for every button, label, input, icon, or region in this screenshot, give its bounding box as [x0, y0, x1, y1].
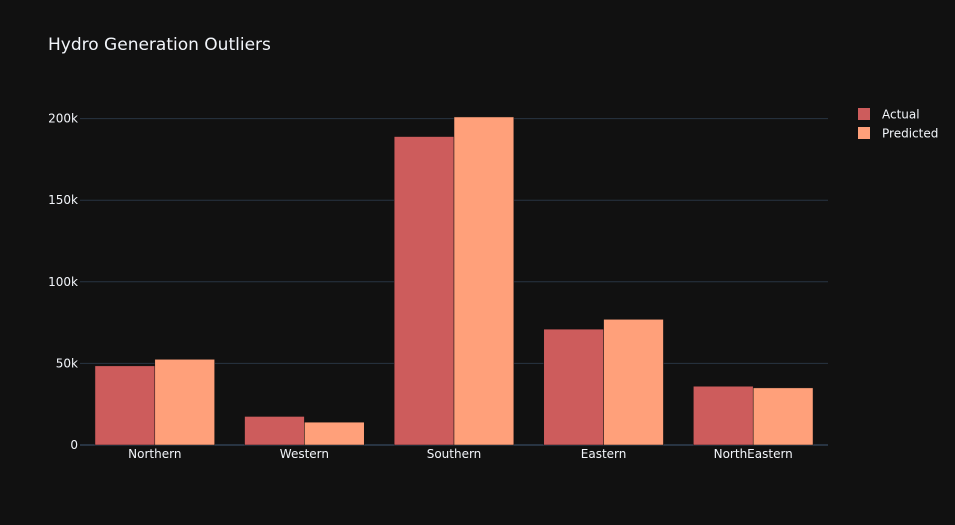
bar-predicted-northern[interactable] — [154, 359, 215, 446]
legend-item-actual[interactable]: Actual — [858, 108, 920, 122]
x-tick-label: NorthEastern — [714, 447, 793, 461]
x-tick-label: Southern — [427, 447, 482, 461]
x-tick-label: Eastern — [581, 447, 627, 461]
x-tick-label: Western — [280, 447, 329, 461]
x-axis-ticks: Northern Western Southern Eastern NorthEaste… — [128, 447, 793, 461]
y-tick-label: 200k — [48, 112, 78, 126]
y-tick-label: 50k — [56, 356, 78, 370]
y-axis-ticks: 0 50k 100k 150k 200k — [48, 112, 78, 452]
bars — [94, 116, 814, 446]
legend-item-predicted[interactable]: Predicted — [858, 127, 938, 141]
y-tick-label: 100k — [48, 275, 78, 289]
bar-predicted-northeastern[interactable] — [752, 387, 814, 446]
y-tick-label: 0 — [70, 438, 78, 452]
bar-actual-northeastern[interactable] — [693, 385, 754, 446]
bar-actual-northern[interactable] — [94, 365, 156, 446]
bar-predicted-western[interactable] — [304, 421, 365, 446]
x-tick-label: Northern — [128, 447, 181, 461]
bar-actual-southern[interactable] — [393, 136, 455, 446]
legend-label: Predicted — [882, 127, 938, 141]
bar-actual-western[interactable] — [244, 416, 305, 446]
chart-title: Hydro Generation Outliers — [48, 35, 271, 55]
y-tick-label: 150k — [48, 193, 78, 207]
legend-swatch — [858, 127, 870, 139]
bar-predicted-southern[interactable] — [453, 116, 515, 446]
legend: Actual Predicted — [858, 108, 938, 141]
legend-swatch — [858, 108, 870, 120]
legend-label: Actual — [882, 108, 920, 122]
bar-actual-eastern[interactable] — [543, 328, 604, 446]
bar-predicted-eastern[interactable] — [603, 319, 664, 446]
